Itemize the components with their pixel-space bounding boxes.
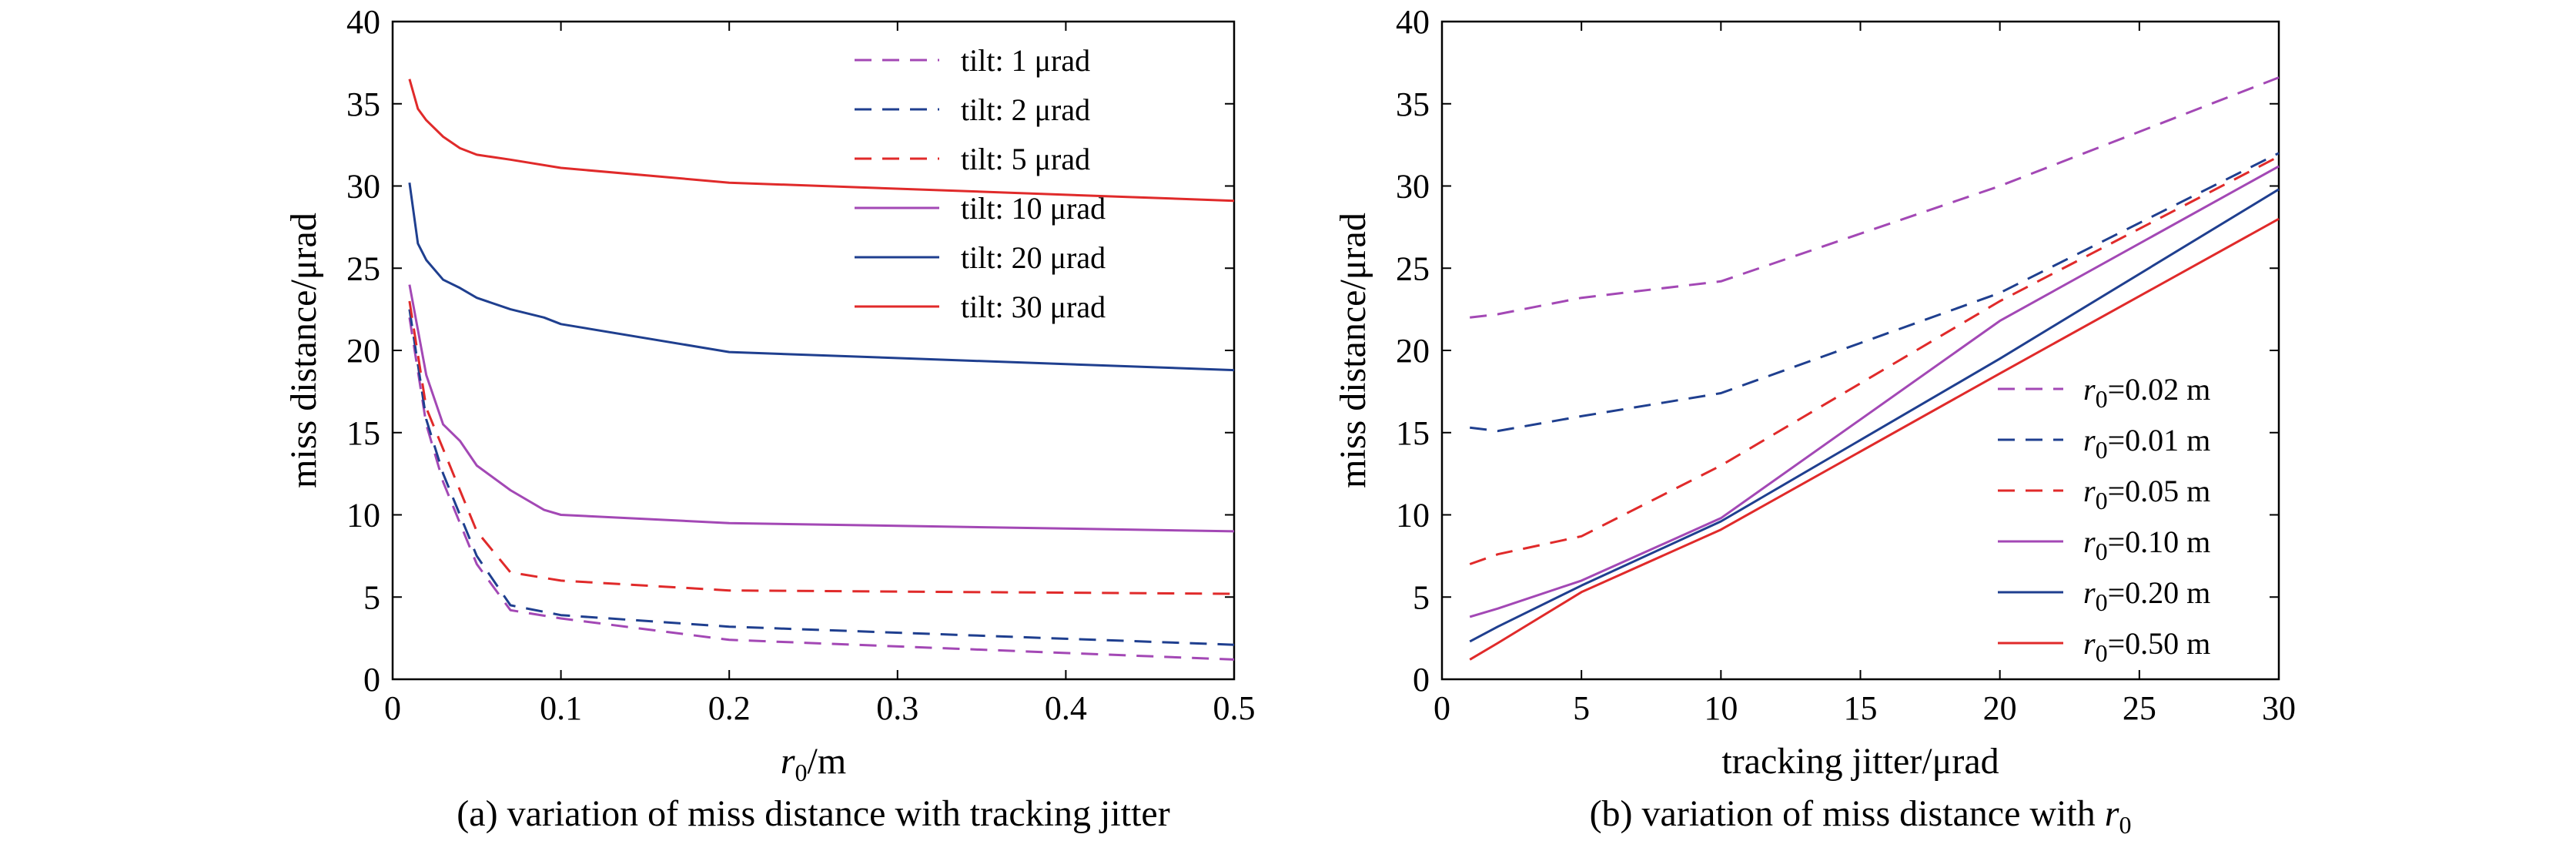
x-tick-label: 0.1 bbox=[540, 689, 582, 727]
x-tick-label: 30 bbox=[2262, 689, 2296, 727]
legend-entry-1: tilt: 2 μrad bbox=[961, 92, 1090, 127]
legend-entry-3: r0=0.10 m bbox=[2083, 524, 2210, 565]
y-tick-label: 30 bbox=[1396, 168, 1430, 206]
series-line-4 bbox=[1469, 188, 2280, 643]
legend-entry-4: tilt: 20 μrad bbox=[961, 240, 1106, 275]
y-tick-label: 40 bbox=[1396, 3, 1430, 41]
y-tick-label: 35 bbox=[1396, 85, 1430, 123]
x-tick-label: 20 bbox=[1983, 689, 2017, 727]
legend-entry-0: tilt: 1 μrad bbox=[961, 43, 1090, 78]
x-tick-label: 0.3 bbox=[876, 689, 918, 727]
y-tick-label: 5 bbox=[363, 578, 380, 616]
series-line-2 bbox=[408, 300, 1235, 595]
y-tick-label: 20 bbox=[346, 332, 380, 370]
x-tick-label: 0 bbox=[1434, 689, 1450, 727]
legend-entry-5: tilt: 30 μrad bbox=[961, 290, 1106, 324]
y-tick-label: 5 bbox=[1413, 578, 1430, 616]
series-line-0 bbox=[408, 317, 1235, 661]
legend-entry-3: tilt: 10 μrad bbox=[961, 191, 1106, 226]
series-line-1 bbox=[408, 309, 1235, 646]
series-line-5 bbox=[1469, 217, 2280, 661]
y-axis-label: miss distance/μrad bbox=[1333, 213, 1373, 488]
legend-entry-1: r0=0.01 m bbox=[2083, 423, 2210, 464]
legend-entry-2: r0=0.05 m bbox=[2083, 474, 2210, 514]
x-tick-label: 0.2 bbox=[708, 689, 751, 727]
x-axis-label: tracking jitter/μrad bbox=[1721, 741, 1999, 782]
y-tick-label: 15 bbox=[1396, 414, 1430, 452]
x-tick-label: 0.5 bbox=[1213, 689, 1256, 727]
x-tick-label: 25 bbox=[2123, 689, 2156, 727]
series-line-2 bbox=[1469, 155, 2280, 565]
y-tick-label: 35 bbox=[346, 85, 380, 123]
legend-entry-4: r0=0.20 m bbox=[2083, 575, 2210, 616]
legend: r0=0.02 m r0=0.01 m r0=0.05 m r0=0.10 m r0=0… bbox=[1998, 372, 2210, 667]
y-tick-label: 10 bbox=[346, 497, 380, 534]
legend-entry-0: r0=0.02 m bbox=[2083, 372, 2210, 413]
y-tick-label: 0 bbox=[363, 661, 380, 699]
x-tick-label: 0.4 bbox=[1045, 689, 1087, 727]
y-tick-label: 0 bbox=[1413, 661, 1430, 699]
y-tick-label: 30 bbox=[346, 168, 380, 206]
y-axis-label: miss distance/μrad bbox=[283, 213, 324, 488]
y-tick-label: 10 bbox=[1396, 497, 1430, 534]
series-line-4 bbox=[408, 182, 1235, 372]
panel-b-line-chart: 0 5 10 15 20 25 30 0 5 10 15 20 25 30 35 40 miss distanc… bbox=[1333, 3, 2296, 839]
series-line-5 bbox=[408, 79, 1235, 203]
series-line-0 bbox=[1470, 76, 2280, 319]
panel-caption: (a) variation of miss distance with trac… bbox=[457, 793, 1169, 834]
panel-caption: (b) variation of miss distance with r0 bbox=[1590, 793, 2132, 839]
legend-entry-5: r0=0.50 m bbox=[2083, 626, 2210, 667]
x-tick-label: 5 bbox=[1573, 689, 1590, 727]
x-tick-label: 0 bbox=[384, 689, 401, 727]
y-tick-label: 40 bbox=[346, 3, 380, 41]
series-line-3 bbox=[1469, 165, 2280, 618]
y-tick-label: 20 bbox=[1396, 332, 1430, 370]
x-tick-label: 15 bbox=[1844, 689, 1878, 727]
plot-frame bbox=[391, 20, 1236, 681]
legend-entry-2: tilt: 5 μrad bbox=[961, 142, 1090, 176]
x-tick-label: 10 bbox=[1704, 689, 1738, 727]
y-tick-label: 25 bbox=[346, 250, 380, 287]
x-axis-label: r0/m bbox=[781, 741, 846, 786]
series-line-3 bbox=[408, 284, 1235, 533]
y-tick-label: 25 bbox=[1396, 250, 1430, 287]
legend: tilt: 1 μrad tilt: 2 μrad tilt: 5 μrad tilt… bbox=[855, 43, 1106, 324]
panel-a-line-chart: 0 0.1 0.2 0.3 0.4 0.5 0 5 10 15 20 25 30 35 40 miss dis… bbox=[283, 3, 1256, 834]
y-tick-label: 15 bbox=[346, 414, 380, 452]
